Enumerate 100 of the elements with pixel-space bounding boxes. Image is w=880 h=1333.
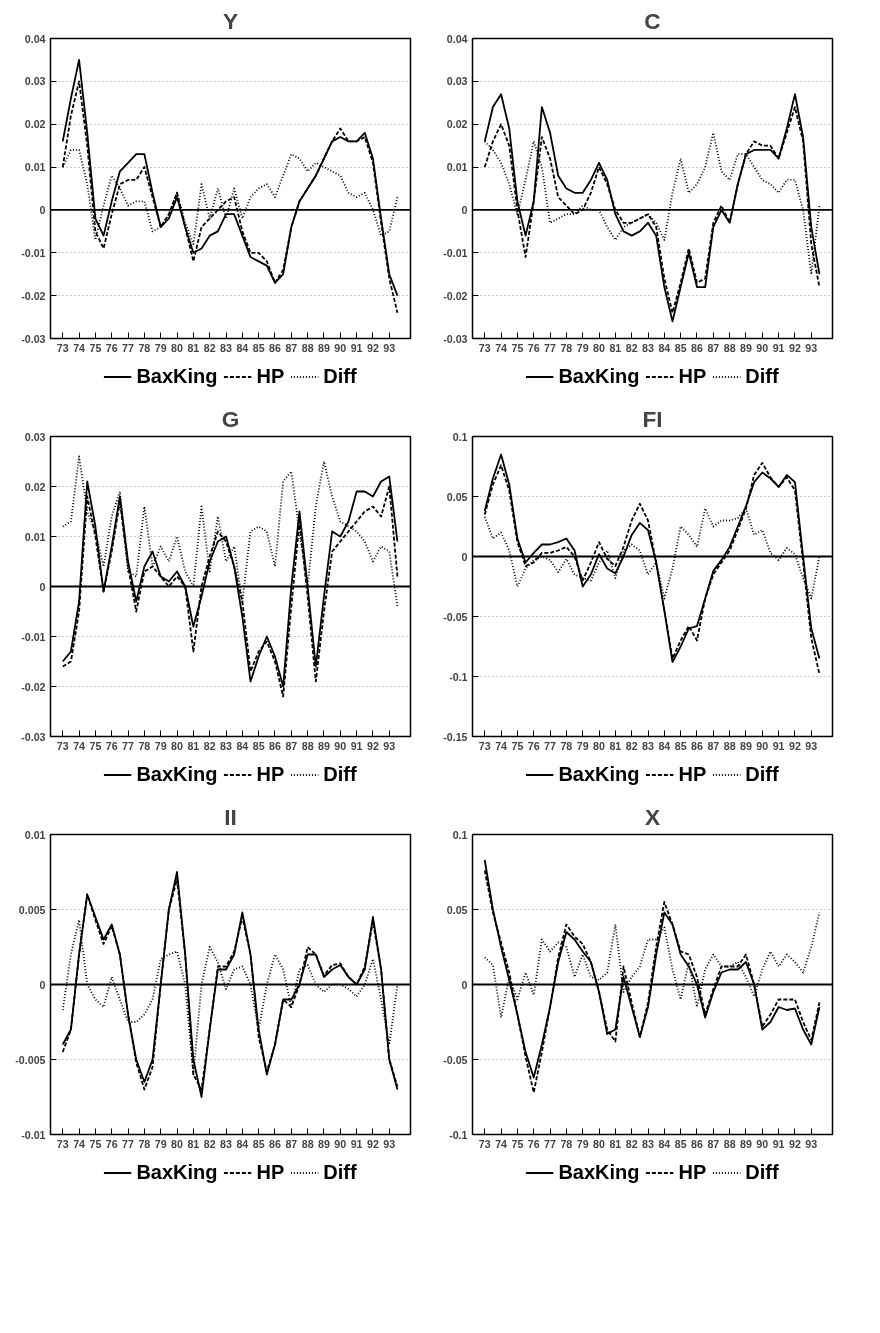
y-tick-label: -0.01 — [21, 630, 46, 643]
x-tick-label: 76 — [527, 1137, 540, 1150]
y-tick-label: 0 — [39, 978, 46, 991]
x-tick-label: 73 — [56, 1137, 69, 1150]
legend-label: Diff — [745, 762, 779, 786]
x-tick-label: 88 — [301, 341, 314, 354]
chart-title: Y — [222, 7, 239, 34]
y-tick-label: -0.1 — [449, 1128, 468, 1141]
y-tick-label: 0.005 — [18, 903, 46, 916]
x-tick-label: 73 — [56, 739, 69, 752]
y-tick-label: -0.05 — [443, 610, 468, 623]
y-tick-label: 0.01 — [24, 828, 46, 841]
x-tick-label: 90 — [334, 739, 347, 752]
x-tick-label: 80 — [171, 341, 184, 354]
x-tick-label: 78 — [560, 739, 573, 752]
x-tick-label: 93 — [805, 739, 818, 752]
x-tick-label: 83 — [220, 739, 233, 752]
x-tick-label: 91 — [350, 341, 363, 354]
legend-label: HP — [678, 1160, 707, 1184]
x-tick-label: 74 — [73, 1137, 86, 1150]
x-tick-label: 76 — [105, 1137, 118, 1150]
x-tick-label: 81 — [609, 739, 622, 752]
y-tick-label: 0 — [39, 580, 46, 593]
y-tick-label: -0.01 — [443, 246, 468, 259]
legend-label: HP — [256, 762, 285, 786]
x-tick-label: 86 — [269, 341, 281, 354]
x-tick-label: 75 — [89, 341, 102, 354]
x-tick-label: 77 — [544, 1137, 557, 1150]
y-tick-label: 0.1 — [452, 430, 468, 443]
y-tick-label: 0.1 — [452, 828, 468, 841]
x-tick-label: 90 — [334, 1137, 347, 1150]
x-tick-label: 92 — [367, 341, 379, 354]
x-tick-label: 83 — [642, 739, 655, 752]
x-tick-label: 77 — [122, 739, 135, 752]
y-tick-label: -0.05 — [443, 1053, 468, 1066]
y-tick-label: 0.01 — [24, 161, 46, 174]
x-tick-label: 73 — [478, 341, 491, 354]
y-tick-label: -0.15 — [443, 730, 468, 743]
y-tick-label: 0 — [39, 203, 46, 216]
x-tick-label: 79 — [576, 1137, 589, 1150]
x-tick-label: 82 — [625, 1137, 638, 1150]
y-tick-label: 0.03 — [446, 75, 468, 88]
chart-title: G — [221, 405, 240, 432]
legend-label: BaxKing — [136, 762, 218, 786]
x-tick-label: 75 — [511, 739, 524, 752]
x-tick-label: 74 — [495, 1137, 508, 1150]
x-tick-label: 88 — [723, 1137, 736, 1150]
y-tick-label: -0.02 — [21, 680, 46, 693]
x-tick-label: 82 — [625, 739, 638, 752]
x-tick-label: 76 — [105, 739, 118, 752]
y-tick-label: -0.1 — [449, 670, 468, 683]
x-tick-label: 79 — [576, 739, 589, 752]
y-tick-label: -0.03 — [443, 332, 468, 345]
x-tick-label: 91 — [772, 739, 785, 752]
x-tick-label: 80 — [593, 1137, 606, 1150]
x-tick-label: 88 — [723, 341, 736, 354]
x-tick-label: 76 — [527, 341, 540, 354]
x-tick-label: 91 — [350, 1137, 363, 1150]
x-tick-label: 78 — [560, 341, 573, 354]
x-tick-label: 81 — [187, 341, 200, 354]
x-tick-label: 87 — [285, 739, 298, 752]
x-tick-label: 85 — [252, 341, 265, 354]
x-tick-label: 89 — [318, 739, 330, 752]
x-tick-label: 82 — [203, 341, 216, 354]
y-tick-label: 0.03 — [24, 430, 46, 443]
x-tick-label: 87 — [707, 1137, 720, 1150]
x-tick-label: 83 — [220, 341, 233, 354]
legend-label: HP — [256, 1160, 285, 1184]
x-tick-label: 74 — [495, 341, 508, 354]
x-tick-label: 78 — [138, 341, 151, 354]
x-tick-label: 82 — [203, 739, 216, 752]
x-tick-label: 77 — [544, 341, 557, 354]
x-tick-label: 78 — [560, 1137, 573, 1150]
x-tick-label: 84 — [658, 341, 671, 354]
legend-label: BaxKing — [558, 1160, 640, 1184]
x-tick-label: 84 — [236, 341, 249, 354]
x-tick-label: 86 — [691, 739, 703, 752]
y-tick-label: 0.01 — [24, 530, 46, 543]
x-tick-label: 86 — [691, 341, 703, 354]
x-tick-label: 81 — [187, 1137, 200, 1150]
x-tick-label: 92 — [367, 739, 379, 752]
x-tick-label: 93 — [383, 1137, 396, 1150]
y-tick-label: -0.01 — [21, 1128, 46, 1141]
x-tick-label: 85 — [674, 739, 687, 752]
y-tick-label: 0 — [461, 550, 468, 563]
x-tick-label: 86 — [691, 1137, 703, 1150]
y-tick-label: 0.04 — [24, 32, 46, 45]
x-tick-label: 85 — [252, 739, 265, 752]
x-tick-label: 77 — [122, 341, 135, 354]
y-tick-label: 0.05 — [446, 903, 468, 916]
x-tick-label: 78 — [138, 739, 151, 752]
x-tick-label: 92 — [789, 739, 801, 752]
x-tick-label: 78 — [138, 1137, 151, 1150]
y-tick-label: -0.01 — [21, 246, 46, 259]
x-tick-label: 76 — [105, 341, 118, 354]
y-tick-label: 0.03 — [24, 75, 46, 88]
y-tick-label: 0 — [461, 203, 468, 216]
x-tick-label: 73 — [478, 739, 491, 752]
x-tick-label: 92 — [367, 1137, 379, 1150]
legend-label: Diff — [745, 364, 779, 388]
